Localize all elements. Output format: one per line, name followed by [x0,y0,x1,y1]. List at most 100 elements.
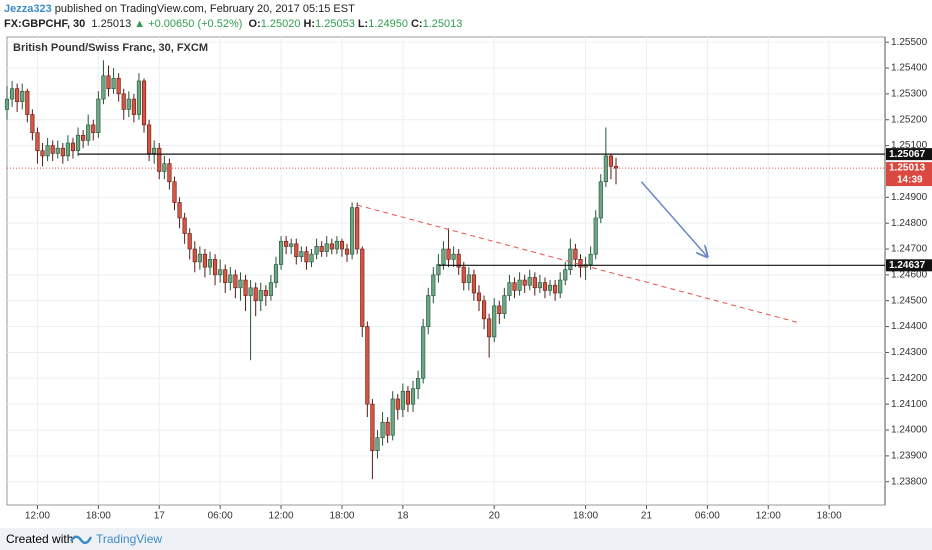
candle-body [299,251,304,258]
candle-body [243,279,248,296]
candle-body [263,290,268,296]
candle-body [111,78,116,90]
candle-body [136,80,142,115]
candle-body [476,292,482,302]
last-price: 1.25013 [91,18,132,30]
candle-body [96,98,101,133]
candle-body [9,88,15,100]
candle-body [253,287,258,302]
y-tick-label: 1.24300 [891,347,928,358]
candle-body [451,253,456,260]
y-tick-label: 1.24600 [891,270,928,281]
up-arrow: ▲ [134,18,146,30]
candle-body [233,274,238,289]
candle-body [334,240,339,250]
candle-body [289,243,294,247]
candle-body [466,274,471,283]
candle-body [314,246,319,255]
candle-body [512,282,517,291]
candle-body [157,147,162,172]
candle-body [147,124,152,154]
candle-body [60,147,65,157]
candle-body [593,217,598,255]
candle-body [558,279,563,294]
candle-body [50,145,55,154]
y-tick-label: 1.24700 [891,244,928,255]
candle-body [446,248,451,260]
candle-body [537,282,542,289]
candle-body [553,284,558,294]
candle-body [141,80,147,126]
ohlc-label: H: [303,18,316,30]
candle-body [522,279,527,286]
candle-body [81,134,86,141]
candle-body [309,253,314,263]
x-tick-label: 21 [641,511,653,522]
candle-body [324,243,329,252]
plot-frame [6,36,886,506]
candle-body [487,318,492,338]
candle-body [172,181,177,203]
candle-body [370,403,375,452]
candle-body [126,98,131,110]
header-line-2: FX:GBPCHF, 30 1.25013 ▲ +0.00650 (+0.52%… [4,18,462,30]
candle-body [426,295,431,327]
y-tick-label: 1.23800 [891,476,928,487]
candle-body [380,421,385,439]
x-tick-label: 12:00 [269,511,294,522]
candle-body [588,253,593,265]
candle-body [507,282,512,296]
last-price-box [886,162,932,187]
header-line-1: Jezza323 published on TradingView.com, F… [4,3,355,15]
candle-body [258,290,263,302]
candle-body [91,124,96,133]
y-tick-label: 1.24200 [891,373,928,384]
ohlc-value: 1.24950 [368,18,408,30]
candle-body [213,259,218,276]
created-with: Created with [6,532,74,546]
candle-body [390,398,395,436]
candle-body [278,240,284,265]
candle-body [162,163,167,172]
ohlc-label: C: [410,18,423,30]
candle-body [573,248,578,260]
ohlc-value: 1.25013 [422,18,463,30]
y-tick-label: 1.24800 [891,218,928,229]
countdown: 14:39 [897,175,923,186]
candle-body [187,233,192,250]
footer: Created with TradingView [0,528,932,550]
candle-body [65,142,70,157]
author[interactable]: Jezza323 [4,3,52,15]
candle-body [329,243,334,250]
candle-body [30,114,35,133]
ohlc-value: 1.25053 [315,18,355,30]
candle-body [4,98,10,110]
ohlc-label: O: [248,18,261,30]
candle-body [20,90,25,102]
candle-body [223,269,228,283]
candle-body [248,287,253,296]
candle-body [182,217,187,234]
candle-body [152,147,157,154]
ohlc-value: 1.25020 [260,18,301,30]
chart-title: British Pound/Swiss Franc, 30, FXCM [13,42,208,54]
chart: 1.25500 1.25400 1.25300 1.25200 1.25100 1.249… [4,36,932,522]
candle-body [431,274,436,296]
y-tick-label: 1.23900 [891,451,928,462]
candle-body [106,75,111,90]
candle-body [532,277,537,289]
change: +0.00650 (+0.52%) [148,18,243,30]
ohlc-label: L: [357,18,369,30]
x-tick-label: 18:00 [817,511,842,522]
brand[interactable]: TradingView [96,532,163,546]
x-tick-label: 06:00 [695,511,720,522]
candle-body [304,251,309,263]
y-tick-label: 1.25500 [891,37,928,48]
x-tick-label: 18:00 [573,511,598,522]
x-tick-label: 12:00 [756,511,781,522]
candle-body [75,134,81,152]
candle-body [517,279,522,291]
candle-body [492,305,497,338]
candle-body [70,142,76,152]
